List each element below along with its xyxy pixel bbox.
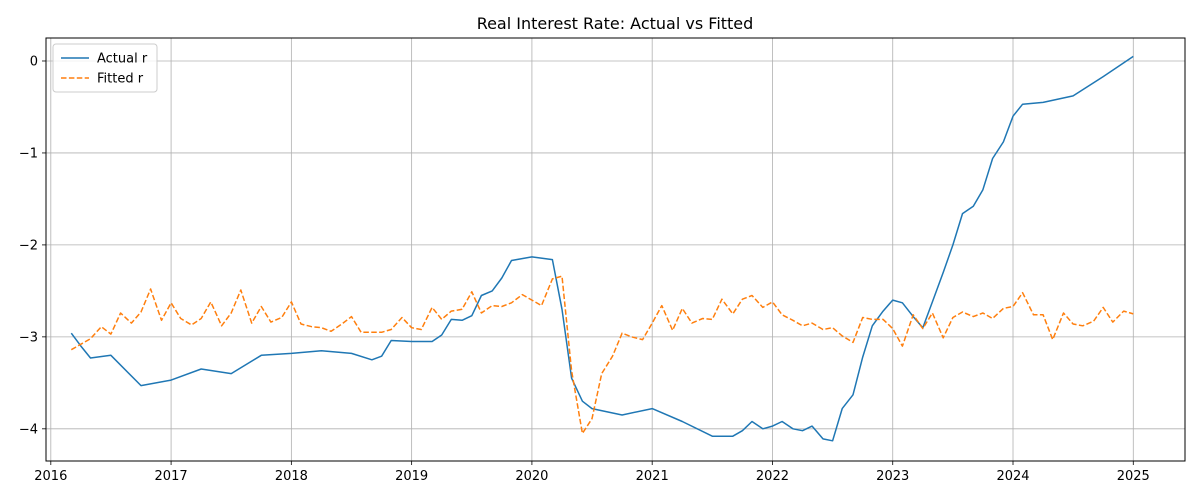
legend: Actual r Fitted r <box>52 43 158 93</box>
plot-frame <box>45 37 1186 462</box>
y-tick-label: −4 <box>19 422 38 437</box>
x-tick-label: 2018 <box>275 469 308 484</box>
x-tick-label: 2023 <box>876 469 909 484</box>
legend-box <box>52 43 158 93</box>
x-tick-label: 2016 <box>34 469 67 484</box>
chart-title: Real Interest Rate: Actual vs Fitted <box>477 14 754 33</box>
x-tick-label: 2017 <box>155 469 188 484</box>
x-tick-label: 2025 <box>1117 469 1150 484</box>
x-tick-label: 2024 <box>996 469 1029 484</box>
grid-lines <box>46 38 1185 461</box>
x-tick-label: 2020 <box>515 469 548 484</box>
series-line-2 <box>70 275 1134 435</box>
x-tick-label: 2021 <box>636 469 669 484</box>
series-line-1 <box>70 55 1134 442</box>
y-tick-label: 0 <box>30 54 38 69</box>
legend-label: Actual r <box>97 52 148 67</box>
series-layer <box>70 55 1134 442</box>
y-tick-label: −3 <box>19 330 38 345</box>
y-tick-label: −1 <box>19 146 38 161</box>
x-tick-label: 2022 <box>756 469 789 484</box>
y-tick-label: −2 <box>19 238 38 253</box>
x-tick-label: 2019 <box>395 469 428 484</box>
legend-label: Fitted r <box>97 72 144 87</box>
axes: 2016 2017 2018 2019 2020 2021 2022 2023 2024 2025… <box>19 54 1150 484</box>
